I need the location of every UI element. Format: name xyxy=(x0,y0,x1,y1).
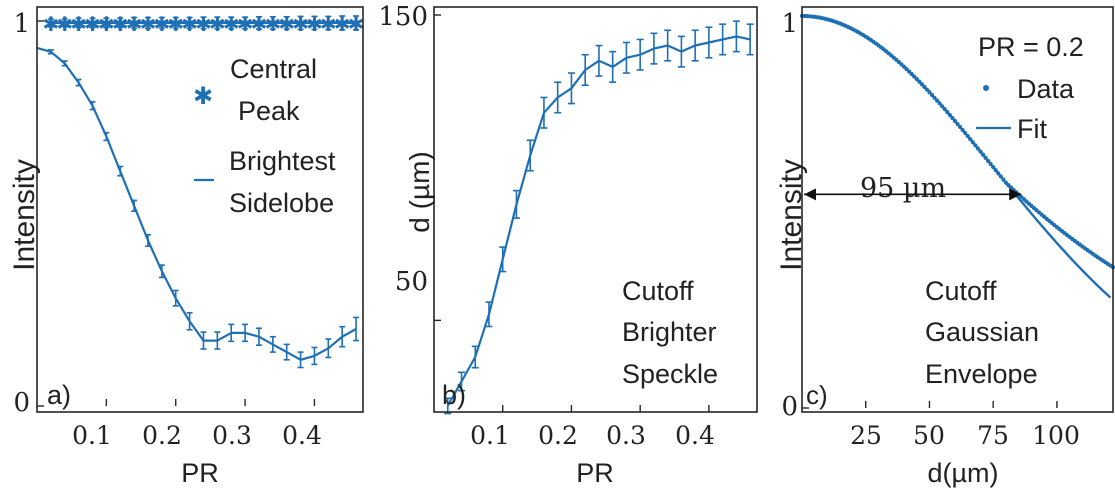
chart-panel-c: 1 0 25 50 75 100 d(µm) Intensity c) PR =… xyxy=(775,6,1115,488)
arrowhead-left xyxy=(804,188,816,201)
measurement-arrow: 95 µm xyxy=(804,173,1022,204)
x-tick-label: 0.2 xyxy=(142,421,182,450)
data-point-star: ✱ xyxy=(56,12,73,36)
y-axis-label: d (µm) xyxy=(404,151,435,232)
series-line xyxy=(446,35,751,407)
legend-label: Brightest xyxy=(229,146,336,176)
annotation-line: Gaussian xyxy=(925,317,1039,347)
y-tick-label: 0 xyxy=(781,392,798,422)
data-point-star: ✱ xyxy=(70,12,87,36)
legend-marker-dot xyxy=(983,85,989,91)
plot-area-c xyxy=(799,13,1115,409)
arrowhead-right xyxy=(1009,188,1022,201)
y-tick-label: 50 xyxy=(395,267,428,297)
legend-marker-star: ✱ xyxy=(193,83,213,110)
x-tick-label: 25 xyxy=(850,421,882,450)
data-point-star: ✱ xyxy=(98,12,115,36)
y-axis-label: Intensity xyxy=(775,159,808,271)
fit-line xyxy=(802,14,1112,299)
data-point-star: ✱ xyxy=(251,12,268,36)
data-point-star: ✱ xyxy=(167,12,184,36)
x-tick-label: 75 xyxy=(977,421,1009,450)
annotation-line: Speckle xyxy=(622,359,718,389)
data-point-star: ✱ xyxy=(153,12,170,36)
data-point-star: ✱ xyxy=(209,12,226,36)
measurement-label: 95 µm xyxy=(860,173,946,204)
axes-frame-a xyxy=(36,6,364,413)
axes-frame-c xyxy=(801,6,1114,413)
data-point-star: ✱ xyxy=(306,12,323,36)
y-tick-label: 0 xyxy=(13,388,30,418)
data-point-star: ✱ xyxy=(112,12,129,36)
data-point-star: ✱ xyxy=(42,12,59,36)
x-tick-label: 0.4 xyxy=(675,421,715,450)
data-point-star: ✱ xyxy=(195,12,212,36)
x-axis-label: PR xyxy=(576,458,614,488)
data-point-star: ✱ xyxy=(264,12,281,36)
legend-title: PR = 0.2 xyxy=(978,32,1084,62)
data-point-star: ✱ xyxy=(348,12,365,36)
annotation-line: Envelope xyxy=(925,359,1038,389)
chart-panel-b: 150 50 0.1 0.2 0.3 0.4 PR d (µm) b) Cuto… xyxy=(378,2,758,488)
x-tick-label: 0.3 xyxy=(606,421,646,450)
data-point-star: ✱ xyxy=(181,12,198,36)
legend-label: Central xyxy=(230,54,317,84)
legend-label: Data xyxy=(1017,74,1075,104)
y-tick-label: 150 xyxy=(378,2,428,32)
annotation: Cutoff Gaussian Envelope xyxy=(925,276,1039,389)
legend: PR = 0.2 Data Fit xyxy=(976,32,1084,144)
x-axis-label: PR xyxy=(181,458,219,488)
panel-label: a) xyxy=(47,380,71,410)
x-tick-label: 50 xyxy=(913,421,945,450)
y-axis-label: Intensity xyxy=(8,159,41,271)
data-point-star: ✱ xyxy=(126,12,143,36)
panel-label: c) xyxy=(806,380,828,410)
data-point-star: ✱ xyxy=(278,12,295,36)
data-point-star: ✱ xyxy=(292,12,309,36)
axes-frame-b xyxy=(433,6,758,413)
annotation-line: Brighter xyxy=(622,317,717,347)
legend-label: Fit xyxy=(1017,114,1047,144)
data-point-star: ✱ xyxy=(84,12,101,36)
data-point-star: ✱ xyxy=(140,12,157,36)
x-tick-label: 100 xyxy=(1032,421,1080,450)
annotation: Cutoff Brighter Speckle xyxy=(622,276,718,389)
plot-area-b xyxy=(434,14,754,415)
x-tick-label: 0.1 xyxy=(72,421,112,450)
panel-label: b) xyxy=(442,380,466,410)
annotation-line: Cutoff xyxy=(622,276,694,306)
legend-label: Peak xyxy=(238,96,300,126)
data-point-star: ✱ xyxy=(320,12,337,36)
data-point-star: ✱ xyxy=(237,12,254,36)
chart-panel-a: ✱✱✱✱✱✱✱✱✱✱✱✱✱✱✱✱✱✱✱✱✱✱✱ 1 0 0.1 0.2 0.3 … xyxy=(8,6,365,488)
data-point-star: ✱ xyxy=(334,12,351,36)
x-tick-label: 0.1 xyxy=(470,421,510,450)
y-tick-label: 1 xyxy=(781,9,798,39)
annotation-line: Cutoff xyxy=(925,276,997,306)
x-tick-label: 0.2 xyxy=(538,421,578,450)
x-tick-label: 0.4 xyxy=(282,421,322,450)
x-tick-label: 0.3 xyxy=(212,421,252,450)
data-point-star: ✱ xyxy=(223,12,240,36)
legend: ✱ Central Peak Brightest Sidelobe xyxy=(193,54,336,218)
legend-label: Sidelobe xyxy=(229,188,334,218)
plot-area-a: ✱✱✱✱✱✱✱✱✱✱✱✱✱✱✱✱✱✱✱✱✱✱✱ xyxy=(36,12,365,407)
x-axis-label: d(µm) xyxy=(927,458,998,488)
y-tick-label: 1 xyxy=(13,9,30,39)
